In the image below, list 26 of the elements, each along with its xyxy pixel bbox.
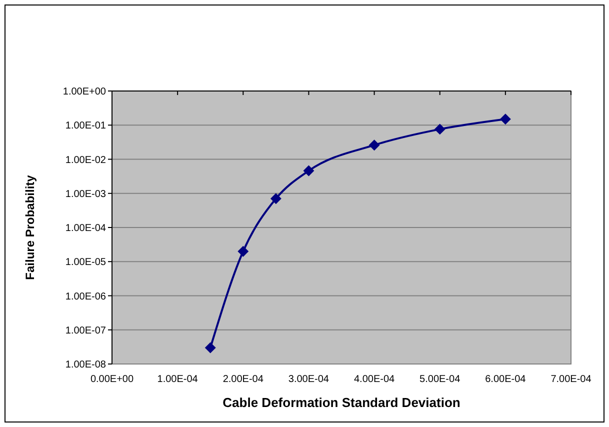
x-tick-label: 5.00E-04 bbox=[420, 374, 461, 385]
point bbox=[270, 193, 282, 204]
x-tick-label: 7.00E-04 bbox=[550, 374, 592, 385]
x-axis-title: Cable Deformation Standard Deviation bbox=[222, 395, 460, 410]
point bbox=[238, 246, 249, 257]
point bbox=[204, 342, 216, 354]
point bbox=[303, 165, 314, 176]
y-tick-label: 1.00E-05 bbox=[65, 257, 106, 268]
y-tick-label: 1.00E-02 bbox=[65, 154, 106, 166]
y-axis-title: Failure Probability bbox=[23, 174, 37, 280]
x-tick-label: 4.00E-04 bbox=[354, 374, 396, 385]
y-tick-label: 1.00E-07 bbox=[65, 325, 106, 336]
y-tick-label: 1.00E-04 bbox=[65, 223, 106, 234]
y-tick-label: 1.00E-06 bbox=[65, 291, 106, 302]
point bbox=[368, 140, 380, 151]
y-tick-label: 1.00E-08 bbox=[65, 360, 106, 370]
x-tick-label: 3.00E-04 bbox=[288, 374, 330, 385]
y-tick-label: 1.00E-03 bbox=[65, 188, 106, 200]
x-tick-label: 0.00E+00 bbox=[90, 374, 134, 385]
x-tick-label: 6.00E-04 bbox=[485, 374, 526, 385]
point bbox=[434, 124, 446, 135]
y-tick-label: 1.00E-01 bbox=[65, 120, 106, 132]
x-tick-label: 2.00E-04 bbox=[222, 374, 264, 385]
y-tick-label: 1.00E+00 bbox=[62, 86, 106, 98]
x-tick-label: 1.00E-04 bbox=[157, 374, 198, 385]
point bbox=[500, 114, 511, 125]
